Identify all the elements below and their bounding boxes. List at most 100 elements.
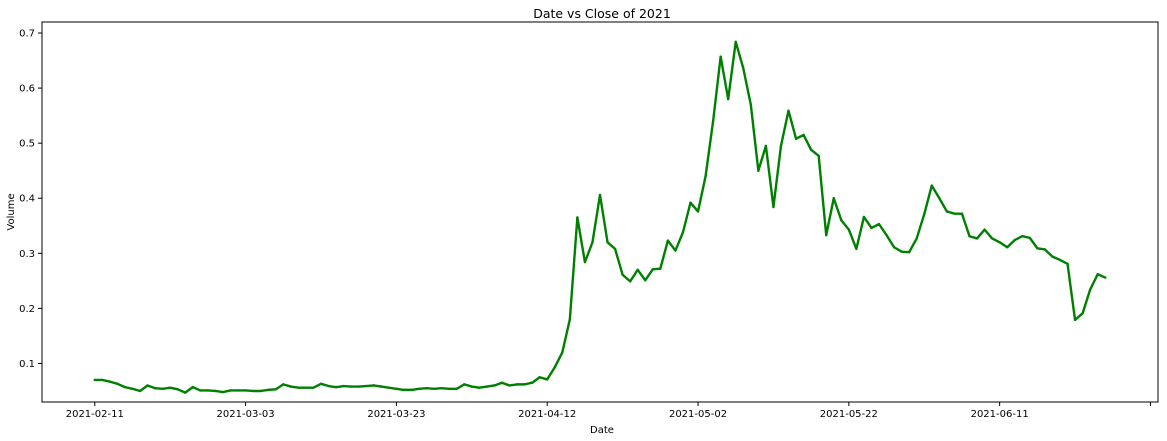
data-point bbox=[885, 233, 888, 237]
data-point bbox=[304, 386, 308, 389]
x-axis-label: Date bbox=[590, 425, 614, 436]
data-point bbox=[915, 237, 918, 240]
data-point bbox=[440, 387, 443, 390]
data-point bbox=[825, 233, 828, 237]
data-point bbox=[1051, 255, 1054, 258]
data-point bbox=[711, 119, 715, 123]
data-point bbox=[968, 235, 971, 238]
data-point bbox=[1058, 258, 1062, 262]
data-point bbox=[877, 222, 881, 226]
data-point bbox=[794, 137, 798, 140]
data-point bbox=[726, 97, 730, 101]
data-point bbox=[613, 247, 617, 251]
data-point bbox=[983, 228, 986, 231]
data-point bbox=[538, 376, 541, 379]
data-point bbox=[153, 387, 157, 390]
data-point bbox=[1028, 236, 1032, 240]
y-tick-label: 0.7 bbox=[19, 29, 35, 40]
data-point bbox=[1036, 247, 1039, 250]
data-point bbox=[583, 260, 587, 264]
data-point bbox=[666, 239, 670, 242]
data-point bbox=[681, 231, 685, 234]
data-point bbox=[455, 387, 458, 390]
data-point bbox=[191, 385, 195, 389]
x-tick-label: 2021-02-11 bbox=[66, 409, 124, 420]
data-point bbox=[689, 201, 692, 204]
data-point bbox=[176, 388, 179, 391]
data-point bbox=[229, 389, 232, 392]
data-point bbox=[772, 205, 775, 209]
data-point bbox=[523, 383, 526, 386]
y-tick-label: 0.2 bbox=[19, 304, 35, 315]
data-point bbox=[470, 385, 474, 388]
data-point bbox=[365, 384, 368, 388]
data-point bbox=[591, 241, 594, 244]
data-point bbox=[500, 381, 504, 384]
data-point bbox=[267, 388, 270, 392]
data-point bbox=[749, 103, 753, 106]
data-point bbox=[515, 383, 519, 386]
data-point bbox=[447, 387, 451, 390]
data-point bbox=[1088, 288, 1092, 291]
data-point bbox=[251, 389, 255, 393]
data-point bbox=[606, 241, 609, 244]
y-tick-label: 0.5 bbox=[19, 139, 35, 150]
data-point bbox=[417, 387, 421, 390]
y-tick-label: 0.6 bbox=[19, 84, 35, 95]
data-point bbox=[674, 249, 677, 252]
data-point bbox=[644, 279, 647, 282]
data-point bbox=[960, 212, 964, 215]
data-point bbox=[817, 154, 820, 158]
plot-frame bbox=[41, 21, 1159, 403]
data-point bbox=[108, 380, 112, 383]
data-point bbox=[349, 385, 353, 388]
data-point bbox=[508, 384, 511, 387]
data-point bbox=[131, 387, 134, 390]
data-point bbox=[847, 228, 851, 231]
data-point bbox=[757, 169, 760, 172]
data-point bbox=[395, 387, 398, 390]
data-point bbox=[704, 175, 707, 178]
data-point bbox=[357, 385, 360, 388]
data-point bbox=[907, 251, 911, 254]
x-tick-label: 2021-03-23 bbox=[367, 409, 425, 420]
data-point bbox=[787, 109, 790, 112]
data-point bbox=[1096, 273, 1099, 276]
data-point bbox=[809, 148, 813, 151]
data-point bbox=[101, 378, 104, 382]
data-point bbox=[463, 383, 466, 386]
y-tick-label: 0.3 bbox=[19, 249, 35, 260]
data-point bbox=[372, 384, 375, 387]
x-tick-label: 2021-06-11 bbox=[971, 409, 1029, 420]
data-point bbox=[289, 385, 293, 388]
data-point bbox=[742, 67, 745, 70]
data-point bbox=[900, 250, 903, 253]
data-point bbox=[259, 389, 262, 393]
data-point bbox=[432, 387, 436, 390]
data-point bbox=[561, 351, 564, 354]
data-point bbox=[123, 385, 127, 389]
data-point bbox=[1081, 312, 1084, 315]
data-point bbox=[870, 226, 873, 230]
data-point bbox=[734, 40, 737, 44]
data-point bbox=[327, 384, 330, 388]
data-point bbox=[221, 390, 225, 394]
data-point bbox=[779, 144, 783, 148]
data-point bbox=[923, 213, 926, 216]
data-point bbox=[334, 385, 338, 389]
data-point bbox=[312, 386, 315, 389]
data-point bbox=[862, 215, 866, 219]
data-point bbox=[342, 384, 345, 388]
data-point bbox=[116, 382, 119, 386]
data-point bbox=[938, 197, 941, 200]
data-point bbox=[832, 197, 835, 200]
data-points bbox=[93, 40, 1107, 394]
data-point bbox=[659, 267, 662, 270]
chart-title: Date vs Close of 2021 bbox=[533, 6, 671, 21]
x-tick-label: 2021-04-12 bbox=[518, 409, 576, 420]
x-tick-label: 2021-03-03 bbox=[217, 409, 275, 420]
data-point bbox=[1073, 318, 1077, 322]
x-tick-label: 2021-05-02 bbox=[669, 409, 727, 420]
data-point bbox=[719, 55, 722, 58]
